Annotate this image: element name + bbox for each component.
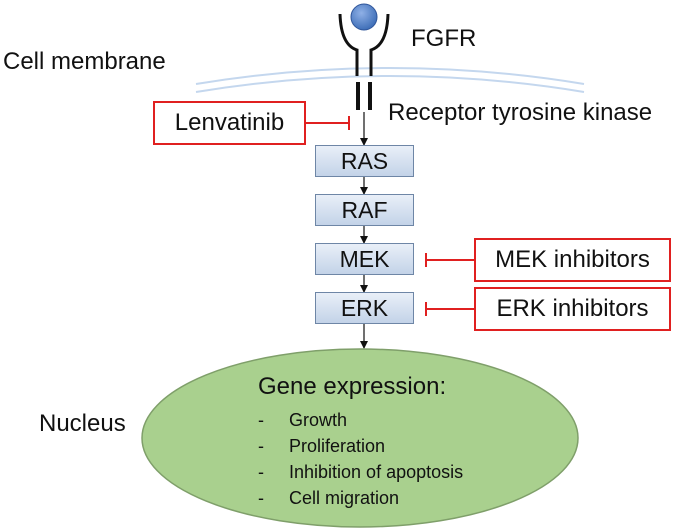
bullet-dash: - xyxy=(258,436,264,456)
effect-item: - Proliferation xyxy=(258,433,446,459)
ras-box: RAS xyxy=(315,145,414,177)
bullet-dash: - xyxy=(258,488,264,508)
receptor-transmembrane-right xyxy=(368,82,372,110)
gene-expression-title: Gene expression: xyxy=(258,373,447,400)
effect-item: - Cell migration xyxy=(258,485,446,511)
receptor-binding-cup xyxy=(338,13,390,76)
effect-item: - Inhibition of apoptosis xyxy=(258,459,463,485)
bullet-dash: - xyxy=(258,462,264,482)
effect-item: - Growth xyxy=(258,407,446,433)
fgfr-label: FGFR xyxy=(411,25,477,52)
receptor-transmembrane-left xyxy=(356,82,360,110)
nucleus-ellipse xyxy=(141,348,579,528)
lenvatinib-box: Lenvatinib xyxy=(153,101,306,145)
mek-inhibition xyxy=(425,253,474,267)
raf-box: RAF xyxy=(315,194,414,226)
effect-inhibition-of-apoptosis: Inhibition of apoptosis xyxy=(289,462,464,482)
receptor-tyrosine-kinase-label: Receptor tyrosine kinase xyxy=(388,99,653,126)
mek-box: MEK xyxy=(315,243,414,275)
fgfr-receptor xyxy=(338,3,390,110)
effect-proliferation: Proliferation xyxy=(289,436,386,456)
effect-growth: Growth xyxy=(289,410,348,430)
erk-box: ERK xyxy=(315,292,414,324)
nucleus-label: Nucleus xyxy=(39,410,126,437)
lenvatinib-inhibition xyxy=(306,116,350,130)
mek-inhibitors-box: MEK inhibitors xyxy=(474,238,671,282)
ligand-icon xyxy=(350,3,378,31)
effect-cell-migration: Cell migration xyxy=(289,488,400,508)
erk-inhibitors-box: ERK inhibitors xyxy=(474,287,671,331)
erk-inhibition xyxy=(425,302,474,316)
bullet-dash: - xyxy=(258,410,264,430)
cell-membrane xyxy=(195,67,585,93)
cell-membrane-label: Cell membrane xyxy=(3,48,166,75)
gene-expression-block: Gene expression: - Growth - Proliferatio… xyxy=(258,373,463,511)
